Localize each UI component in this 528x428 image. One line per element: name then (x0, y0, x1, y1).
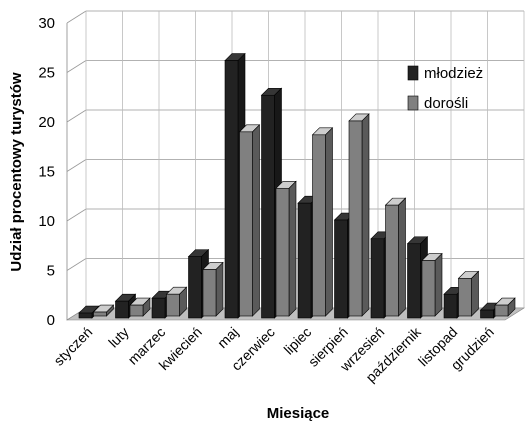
bar-dorośli-lipiec (311, 127, 334, 317)
bar-dorośli-listopad (457, 270, 480, 317)
legend-label-dorosli: dorośli (424, 95, 468, 112)
bar-side (288, 180, 297, 317)
bar-front (297, 202, 312, 319)
bar-side (398, 197, 406, 317)
legend-swatch-dorosli (407, 95, 419, 111)
bar-front (224, 60, 239, 319)
y-tick-label: 5 (47, 263, 55, 280)
bar-dorośli-październik (421, 252, 443, 317)
bar-front (312, 134, 326, 317)
bar-front (348, 120, 363, 317)
x-axis-title: Miesiące (267, 405, 330, 422)
bar-side (434, 252, 443, 317)
bar-side (252, 124, 260, 317)
gridline-side (66, 159, 87, 172)
bar-front (202, 269, 217, 317)
bar-front (78, 312, 93, 319)
gridline-side (66, 109, 87, 123)
gridline-side (66, 208, 87, 222)
x-tick-label: maj (214, 324, 241, 351)
bar-side (215, 261, 224, 317)
bar-front (166, 293, 180, 317)
y-tick-label: 20 (38, 114, 55, 131)
bar-front (129, 304, 144, 317)
y-axis-title: Udział procentowy turystów (8, 72, 25, 272)
gridline-side (66, 258, 87, 271)
bar-dorośli-maj (238, 124, 261, 317)
bar-front (115, 300, 129, 319)
gridline-side (66, 10, 87, 24)
x-tick-label: lipiec (280, 324, 314, 358)
bar-side (471, 270, 479, 317)
bar-dorośli-wrzesień (384, 197, 407, 317)
bar-front (370, 238, 385, 319)
x-tick-label: luty (105, 324, 132, 351)
bar-dorośli-marzec (165, 286, 188, 317)
bar-front (239, 131, 253, 317)
y-tick-label: 25 (38, 65, 55, 82)
bar-front (334, 219, 348, 319)
legend-swatch-mlodziez (407, 65, 419, 81)
bar-dorośli-grudzień (494, 297, 516, 317)
bar-front (407, 243, 421, 319)
bar-dorośli-styczeń (92, 304, 115, 317)
bar-dorośli-sierpień (348, 113, 370, 317)
bar-front (93, 311, 107, 317)
y-tick-label: 30 (38, 15, 55, 32)
x-tick-label: styczeń (50, 324, 95, 369)
bar-front (480, 309, 494, 319)
bar-front (261, 94, 275, 319)
bar-dorośli-kwiecień (202, 261, 224, 317)
bar-front (275, 187, 290, 317)
bar-front (443, 293, 458, 319)
legend-label-mlodziez: młodzież (424, 65, 483, 82)
bar-front (421, 260, 436, 317)
bar-front (458, 278, 472, 317)
bar-dorośli-luty (129, 297, 151, 317)
y-tick-label: 10 (38, 213, 55, 230)
bar-dorośli-czerwiec (275, 180, 297, 317)
bar-front (494, 304, 509, 317)
bar-side (325, 127, 333, 317)
bar-front (151, 297, 166, 319)
y-tick-label: 0 (47, 312, 55, 329)
y-tick-labels: 0 5 10 15 20 25 30 (38, 15, 55, 329)
gridline-side (66, 60, 87, 73)
bar-front (188, 256, 202, 319)
y-tick-label: 15 (38, 164, 55, 181)
bars (78, 52, 516, 319)
bar-side (361, 113, 370, 317)
legend: młodzież dorośli (407, 65, 483, 112)
bar-front (385, 204, 399, 317)
